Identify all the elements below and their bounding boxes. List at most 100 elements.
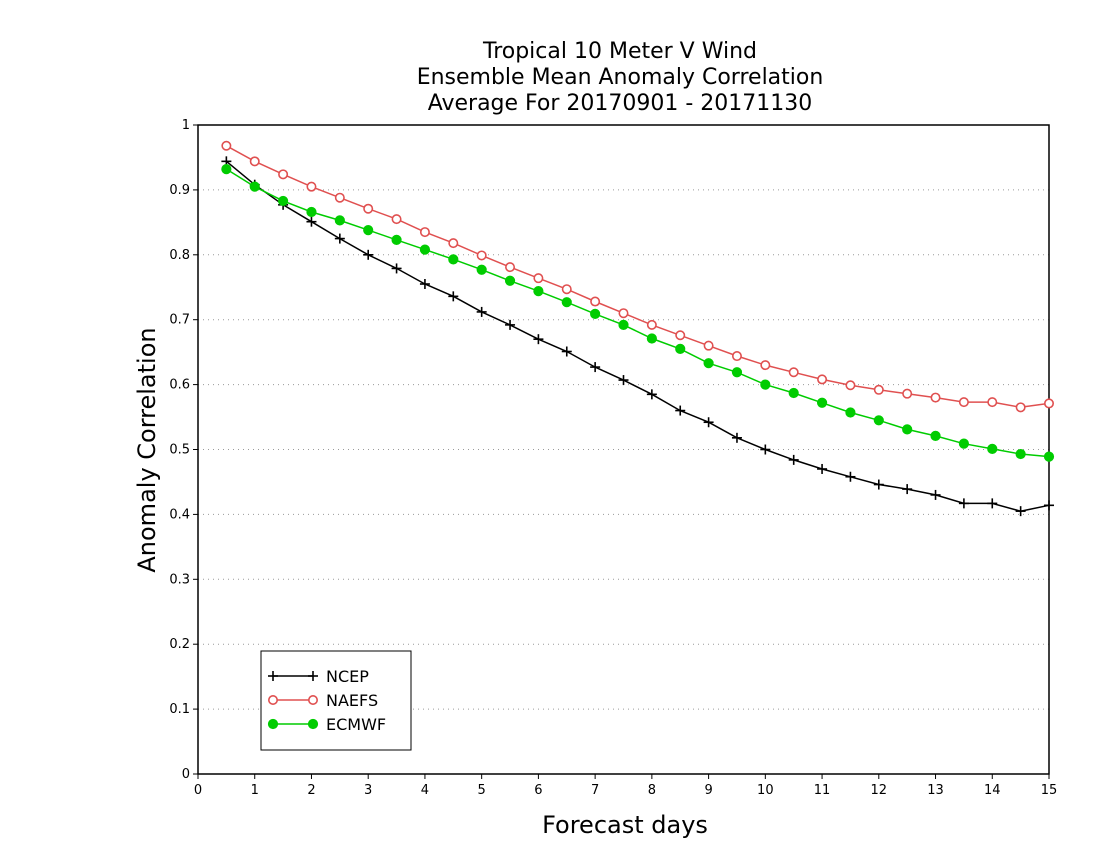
grid — [198, 189, 1049, 710]
data-point-ecmwf-17 — [703, 358, 714, 369]
legend-item-ncep: NCEP — [268, 667, 369, 686]
x-tick-label-4: 4 — [421, 783, 429, 798]
data-point-ncep-4 — [334, 233, 345, 244]
data-point-ncep-22 — [845, 471, 856, 482]
data-point-ecmwf-0 — [221, 164, 232, 175]
data-point-ncep-15 — [646, 389, 657, 400]
legend-label-naefs: NAEFS — [326, 691, 378, 710]
data-point-ncep-18 — [731, 432, 742, 443]
legend-marker-start-ncep — [268, 671, 278, 681]
x-tick-label-3: 3 — [364, 783, 372, 798]
data-point-ncep-20 — [788, 454, 799, 465]
series-lines — [221, 140, 1055, 517]
data-point-ecmwf-19 — [760, 379, 771, 390]
data-point-naefs-9 — [476, 250, 487, 261]
data-point-naefs-14 — [618, 308, 629, 319]
x-tick-label-1: 1 — [251, 783, 259, 798]
legend-marker-end-ecmwf — [307, 718, 319, 730]
data-point-ncep-24 — [902, 484, 913, 495]
series-line-ecmwf — [226, 168, 1050, 458]
data-point-ncep-28 — [1015, 506, 1026, 517]
data-point-ecmwf-14 — [618, 319, 629, 330]
data-point-naefs-7 — [419, 227, 430, 238]
data-point-naefs-21 — [817, 374, 828, 385]
data-point-naefs-16 — [675, 330, 686, 341]
data-point-naefs-24 — [902, 388, 913, 399]
data-point-naefs-12 — [561, 284, 572, 295]
data-point-ecmwf-4 — [334, 215, 345, 226]
data-point-ecmwf-13 — [590, 308, 601, 319]
data-point-ecmwf-3 — [306, 206, 317, 218]
legend: NCEP NAEFS ECMWF — [260, 650, 412, 751]
data-point-ecmwf-15 — [646, 333, 657, 344]
data-point-naefs-11 — [533, 273, 544, 284]
data-point-ncep-10 — [505, 319, 516, 330]
data-point-naefs-22 — [845, 380, 856, 391]
x-tick-label-5: 5 — [478, 783, 486, 798]
legend-item-naefs: NAEFS — [267, 691, 378, 710]
data-point-ecmwf-29 — [1043, 451, 1055, 462]
data-point-ecmwf-2 — [278, 195, 289, 207]
data-point-naefs-25 — [930, 392, 941, 403]
data-point-naefs-29 — [1044, 398, 1055, 409]
chart-title-line-2: Ensemble Mean Anomaly Correlation — [417, 65, 824, 90]
y-tick-label-1: 0.1 — [169, 702, 190, 717]
data-point-ecmwf-7 — [419, 244, 431, 255]
series-naefs — [221, 140, 1055, 413]
data-point-ecmwf-6 — [391, 234, 402, 245]
legend-marker-end-ncep — [308, 671, 318, 681]
legend-marker-start-ecmwf — [267, 718, 279, 730]
data-point-ncep-7 — [419, 279, 430, 290]
data-point-ecmwf-5 — [363, 225, 374, 236]
data-point-naefs-17 — [703, 340, 714, 351]
legend-items: NCEP NAEFS ECMWF — [267, 667, 386, 734]
chart-title-line-3: Average For 20170901 - 20171130 — [428, 91, 813, 116]
data-point-ecmwf-26 — [958, 438, 970, 449]
series-line-ncep — [225, 160, 1050, 512]
data-point-ncep-26 — [958, 498, 969, 509]
chart-title: Tropical 10 Meter V Wind Ensemble Mean A… — [417, 39, 824, 116]
data-point-ecmwf-22 — [845, 407, 856, 418]
y-tick-label-3: 0.3 — [169, 572, 190, 587]
data-point-ecmwf-25 — [930, 430, 941, 441]
legend-marker-start-naefs — [267, 694, 278, 705]
x-tick-label-6: 6 — [534, 783, 542, 798]
y-tick-label-2: 0.2 — [169, 637, 190, 652]
series-ncep — [221, 156, 1054, 517]
data-point-ecmwf-9 — [476, 264, 487, 275]
data-point-ncep-6 — [391, 263, 402, 274]
x-tick-label-2: 2 — [307, 783, 315, 798]
data-point-naefs-1 — [249, 156, 260, 167]
data-point-ecmwf-11 — [533, 286, 544, 297]
data-point-ncep-29 — [1044, 500, 1054, 511]
data-point-naefs-19 — [760, 360, 771, 371]
data-point-naefs-3 — [306, 181, 317, 192]
data-point-naefs-23 — [873, 384, 884, 395]
data-point-ncep-5 — [363, 249, 374, 260]
data-point-ecmwf-21 — [816, 397, 828, 408]
x-tick-label-11: 11 — [814, 783, 831, 798]
data-point-ncep-12 — [561, 346, 572, 357]
data-point-naefs-15 — [646, 319, 657, 330]
x-tick-label-10: 10 — [757, 783, 774, 798]
data-point-ncep-16 — [675, 405, 686, 416]
x-tick-label-8: 8 — [648, 783, 656, 798]
data-point-naefs-5 — [363, 203, 374, 214]
data-point-ncep-14 — [618, 375, 629, 386]
x-tick-label-13: 13 — [927, 783, 944, 798]
data-point-ecmwf-24 — [902, 424, 913, 435]
y-tick-label-10: 1 — [182, 118, 190, 133]
x-tick-label-15: 15 — [1041, 783, 1058, 798]
x-axis-label: Forecast days — [542, 811, 708, 839]
data-point-ecmwf-18 — [731, 367, 743, 378]
chart-title-line-1: Tropical 10 Meter V Wind — [482, 39, 757, 64]
data-point-ncep-17 — [703, 417, 714, 428]
data-point-ecmwf-8 — [448, 254, 459, 265]
data-point-naefs-6 — [391, 214, 402, 225]
data-point-naefs-26 — [958, 397, 969, 408]
data-point-ecmwf-10 — [504, 275, 516, 286]
data-point-ecmwf-23 — [873, 415, 884, 426]
legend-label-ncep: NCEP — [326, 667, 369, 686]
data-point-ncep-19 — [760, 444, 771, 455]
